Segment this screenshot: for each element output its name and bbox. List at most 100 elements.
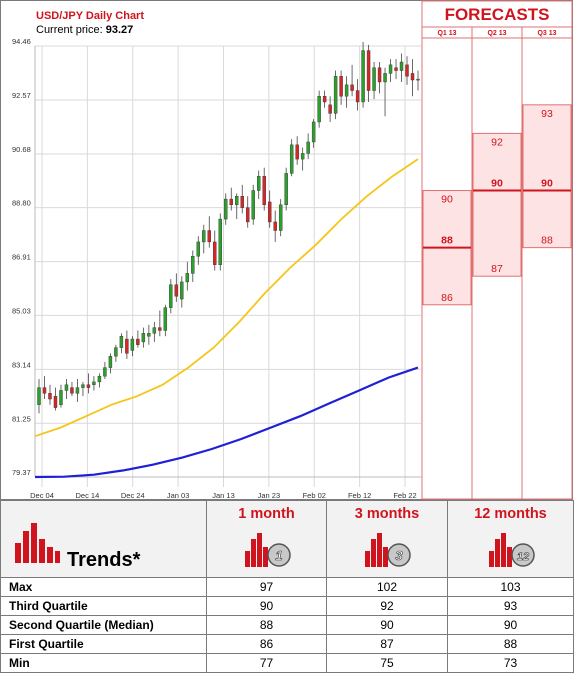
bar-chart-icon [15,523,60,563]
candle-body [416,78,420,81]
candle [86,373,91,394]
forecast-median-label: 88 [441,235,453,247]
candle-body [251,190,255,220]
candle-body [152,327,157,334]
candle-body [37,387,41,405]
candle [75,379,80,402]
candle [306,133,310,160]
candle-body [92,381,96,385]
trends-title: Trends* [67,549,141,571]
candle [278,199,283,237]
candle [394,59,398,80]
table-cell: 88 [447,634,574,654]
candle-body [394,67,398,71]
candle-body [361,50,365,103]
table-row: Min 77 75 73 [0,653,574,673]
candle [53,387,58,411]
candle-body [246,207,250,223]
candle [108,353,113,374]
period-badge-icon: 1 [244,533,291,567]
candle-body [383,73,387,83]
x-tick-label: Jan 23 [258,491,281,500]
y-tick-label: 85.03 [12,306,31,315]
candle-body [355,90,360,103]
candle-body [202,230,206,243]
y-tick-label: 92.57 [12,91,31,100]
x-tick-label: Feb 22 [393,491,416,500]
candle [300,147,305,171]
candle [240,184,244,214]
candle [70,381,74,397]
candle-body [410,73,415,81]
candle-body [196,241,201,257]
candle [152,321,157,342]
table-cell: 103 [447,577,574,597]
forecast-title: FORECASTS [445,5,550,24]
candle-body [273,221,277,231]
ma-short-line [34,158,419,438]
candle-body [229,198,233,206]
candle-body [267,201,272,223]
y-tick-label: 86.91 [12,253,31,262]
candle-body [262,176,266,206]
forecast-q1-label: 88 [541,235,553,247]
x-tick-label: Jan 03 [167,491,190,500]
forecast-q3-label: 93 [541,108,553,120]
table-cell: 75 [326,653,448,673]
candle [119,333,124,354]
candle [147,324,151,345]
trends-header-row: Trends* 1 month 1 3 months 3 12 months [0,500,574,578]
candle-body [278,204,283,231]
table-cell: 92 [326,596,448,616]
y-tick-label: 79.37 [12,468,31,477]
candle [130,336,135,357]
table-cell: 77 [206,653,327,673]
x-tick-label: Jan 13 [212,491,235,500]
candle [185,261,190,291]
col-header-2: 3 months 3 [326,500,448,578]
candle [163,304,168,337]
candle [141,327,146,348]
candle [59,384,63,408]
candle [388,59,393,82]
candle-body [191,256,195,274]
y-tick-label: 83.14 [12,360,31,369]
candle-body [108,355,113,368]
candle-body [300,153,305,160]
candle [284,167,288,211]
forecast-box [522,104,572,249]
candle-body [207,230,211,243]
candle [372,61,376,100]
price-plot: 94.46 92.57 90.68 88.80 86.91 85.03 83.14 81.25… [12,37,421,500]
candle [399,53,404,82]
table-row: Max 97 102 103 [0,577,574,597]
candle-body [125,338,129,354]
candle-body [213,241,217,265]
forecast-period-label: Q2 13 [487,30,506,37]
candle [416,70,420,91]
candle [136,330,140,348]
candle [64,379,69,400]
candle-body [70,387,74,394]
candle [103,361,107,380]
candle-body [322,96,327,103]
candle-body [75,387,80,394]
candle-body [224,198,228,220]
candle [125,330,129,360]
row-label: First Quartile [0,634,207,654]
svg-text:3: 3 [395,548,403,563]
forecast-period-label: Q3 13 [537,30,556,37]
candle-body [48,393,52,400]
period-badge-icon: 3 [365,533,411,567]
candle [405,56,409,85]
candle-body [366,50,371,91]
candle [169,279,173,314]
current-price-value: 93.27 [106,24,134,36]
candle [339,70,343,105]
trends-table: Trends* 1 month 1 3 months 3 12 months [0,500,574,673]
candle [273,210,277,242]
table-cell: 93 [447,596,574,616]
col-header-1: 1 month 1 [206,500,327,578]
candle [361,42,365,108]
candle-body [86,384,91,388]
